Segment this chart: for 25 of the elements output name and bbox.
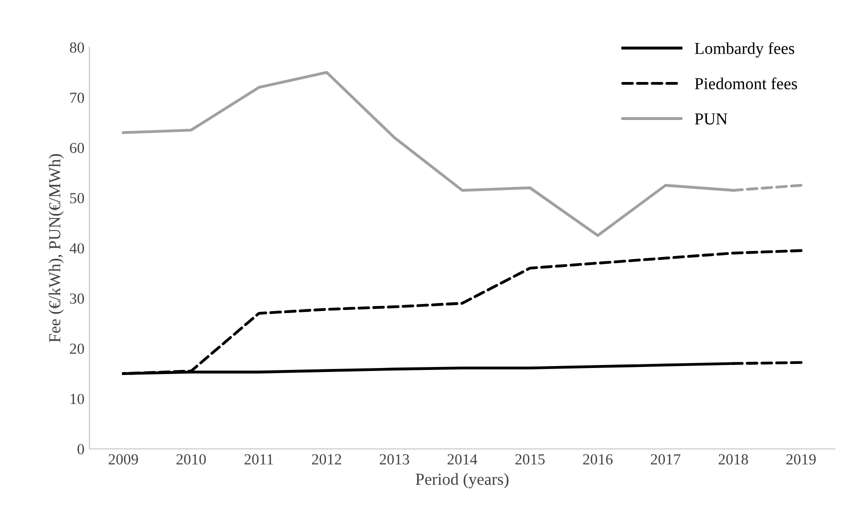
- x-tick-label: 2013: [380, 454, 410, 464]
- x-tick-label: 2011: [244, 454, 273, 464]
- y-tick-label: 60: [70, 142, 84, 154]
- x-tick-label: 2009: [108, 454, 138, 464]
- x-axis-title: Period (years): [416, 473, 508, 488]
- y-tick-label: 40: [70, 243, 84, 254]
- x-tick-label: 2010: [176, 454, 206, 464]
- x-tick-label: 2014: [448, 454, 478, 464]
- y-tick-label: 20: [70, 344, 84, 354]
- y-tick-label: 10: [70, 394, 84, 404]
- x-tick-label: 2016: [583, 454, 613, 464]
- y-tick-label: 0: [78, 444, 84, 454]
- y-tick-label: 50: [70, 193, 84, 204]
- legend-label: Lombardy fees: [694, 42, 794, 58]
- y-tick-label: 30: [70, 293, 84, 304]
- y-axis-title: Fee (€/kWh), PUN(€/MWh): [48, 154, 64, 342]
- legend-label: Piedomont fees: [694, 77, 797, 90]
- y-tick-label: 80: [70, 42, 84, 53]
- x-tick-label: 2019: [786, 454, 816, 464]
- legend-label: PUN: [694, 113, 728, 125]
- y-tick-label: 70: [70, 92, 84, 103]
- x-tick-label: 2012: [312, 454, 342, 464]
- x-tick-label: 2018: [718, 454, 748, 464]
- x-tick-label: 2015: [515, 454, 545, 464]
- x-tick-label: 2017: [650, 454, 680, 464]
